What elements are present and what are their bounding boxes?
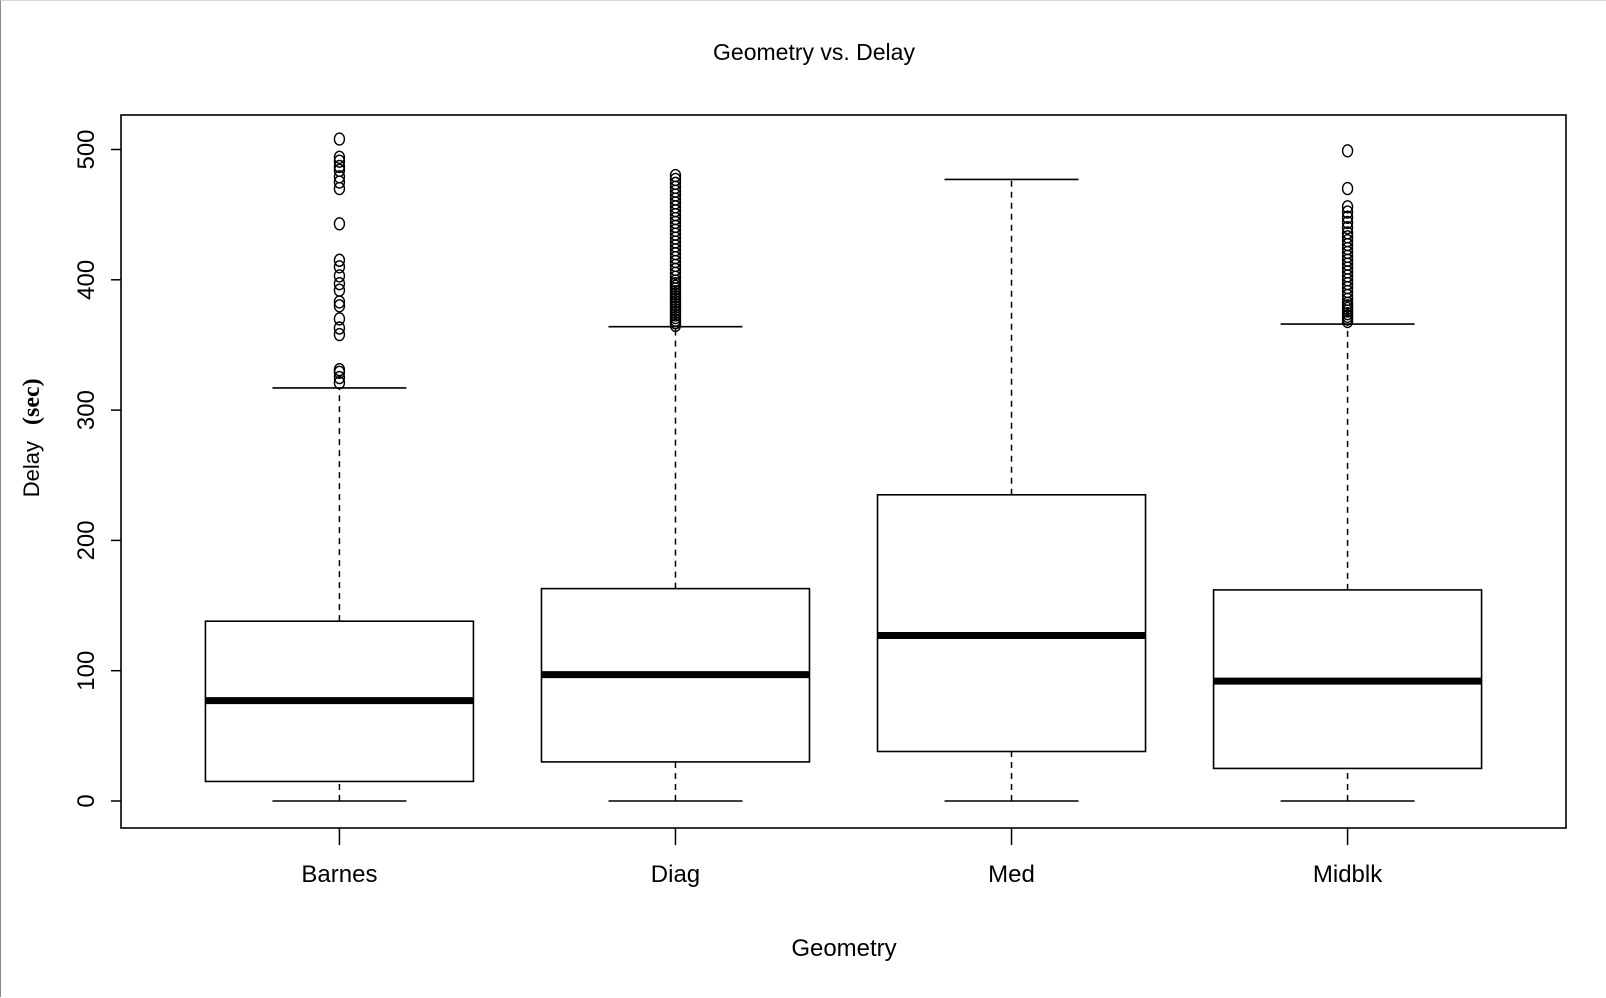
outlier-point bbox=[333, 376, 346, 390]
outlier-point bbox=[1341, 144, 1354, 158]
outlier-point bbox=[333, 283, 346, 297]
x-axis-label: Geometry bbox=[791, 935, 896, 962]
y-tick-label: 400 bbox=[73, 260, 100, 300]
chart-title: Geometry vs. Delay bbox=[713, 39, 915, 65]
outlier-point bbox=[333, 170, 346, 184]
outlier-point bbox=[333, 163, 346, 178]
y-tick-label: 300 bbox=[73, 390, 100, 430]
y-axis-label: Delay bbox=[19, 441, 44, 497]
y-axis-label-group: Delay (sec) bbox=[19, 378, 45, 497]
outlier-point bbox=[333, 150, 346, 165]
y-tick-label: 0 bbox=[73, 794, 100, 807]
x-tick-label: Barnes bbox=[301, 861, 377, 888]
outlier-point bbox=[1341, 234, 1354, 248]
outlier-point bbox=[1341, 210, 1354, 224]
outlier-point bbox=[333, 299, 346, 313]
y-axis-unit: (sec) bbox=[19, 378, 45, 425]
outlier-point bbox=[669, 172, 682, 187]
outlier-point bbox=[333, 154, 346, 168]
plot-area: 0 100 200 300 400 500 Barnes Diag Med Midblk bbox=[73, 114, 1567, 888]
outlier-point bbox=[333, 277, 346, 291]
outlier-point bbox=[333, 363, 346, 377]
outlier-point bbox=[333, 321, 346, 335]
outlier-point bbox=[1341, 215, 1354, 230]
outlier-point bbox=[669, 168, 682, 183]
outlier-point bbox=[1341, 205, 1354, 219]
outlier-point bbox=[333, 260, 346, 274]
outlier-point bbox=[333, 253, 346, 267]
outlier-point bbox=[1341, 200, 1354, 214]
outlier-point bbox=[333, 132, 346, 146]
outlier-point bbox=[333, 217, 346, 231]
outlier-point bbox=[333, 312, 346, 326]
iqr-box bbox=[876, 493, 1147, 753]
outlier-point bbox=[1341, 181, 1354, 196]
y-tick-label: 500 bbox=[73, 129, 100, 169]
outlier-point bbox=[1341, 220, 1354, 235]
outlier-point bbox=[333, 269, 346, 283]
x-tick-label: Med bbox=[988, 861, 1035, 888]
y-tick-label: 100 bbox=[73, 651, 100, 691]
x-tick-label: Midblk bbox=[1313, 861, 1383, 888]
outlier-point bbox=[1341, 226, 1354, 240]
y-tick-label: 200 bbox=[73, 520, 100, 560]
outlier-point bbox=[1341, 230, 1354, 244]
outlier-point bbox=[669, 176, 682, 191]
outlier-point bbox=[333, 327, 346, 342]
plot-border bbox=[120, 114, 1567, 829]
outlier-point bbox=[333, 159, 346, 174]
outlier-point bbox=[333, 370, 346, 385]
x-tick-label: Diag bbox=[651, 861, 700, 888]
